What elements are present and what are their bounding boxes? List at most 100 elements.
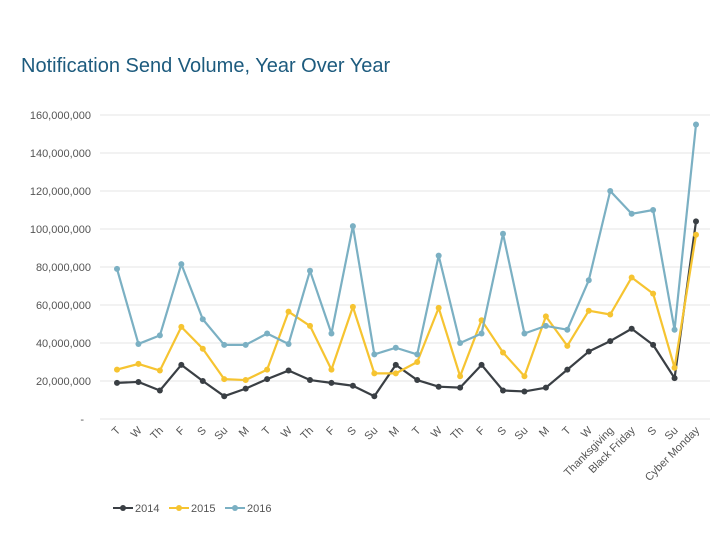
- data-point-2015: [242, 377, 249, 384]
- data-point-2014: [628, 325, 635, 332]
- x-tick-label: Su: [513, 425, 531, 443]
- x-tick-label: W: [579, 424, 595, 440]
- x-tick-label: Su: [212, 425, 230, 443]
- y-tick-label: 100,000,000: [30, 224, 91, 236]
- data-point-2014: [500, 387, 506, 394]
- x-tick-label: M: [537, 425, 552, 440]
- data-point-2014: [285, 367, 292, 374]
- data-point-2014: [371, 393, 378, 400]
- x-tick-label: F: [474, 424, 487, 437]
- data-point-2016: [328, 330, 335, 337]
- data-point-2015: [564, 342, 571, 349]
- data-point-2015: [414, 359, 421, 365]
- data-point-2015: [264, 366, 271, 373]
- data-point-2016: [285, 340, 292, 347]
- x-tick-label: W: [429, 424, 445, 440]
- data-point-2016: [500, 230, 506, 237]
- data-point-2015: [392, 370, 399, 377]
- data-point-2015: [371, 370, 378, 377]
- data-point-2016: [585, 277, 592, 284]
- data-point-2016: [628, 210, 635, 217]
- data-point-2014: [414, 377, 421, 384]
- data-point-2016: [521, 330, 528, 337]
- data-point-2016: [650, 207, 657, 213]
- data-point-2016: [457, 340, 464, 346]
- data-point-2014: [178, 361, 185, 368]
- data-point-2014: [199, 378, 206, 384]
- data-point-2014: [307, 377, 313, 384]
- data-point-2015: [156, 367, 163, 374]
- data-point-2014: [349, 382, 356, 389]
- x-tick-label: W: [279, 424, 295, 440]
- data-point-2014: [478, 361, 485, 368]
- data-point-2016: [199, 316, 206, 323]
- x-tick-label: S: [345, 425, 359, 439]
- data-point-2014: [693, 218, 699, 225]
- data-point-2014: [607, 338, 614, 345]
- data-point-2015: [307, 322, 313, 329]
- data-point-2015: [628, 274, 635, 281]
- series-line-2015: [116, 234, 698, 382]
- data-point-2016: [178, 261, 185, 268]
- legend-marker-2016: [232, 505, 238, 511]
- x-tick-label: Th: [449, 425, 467, 443]
- data-point-2015: [435, 304, 442, 311]
- data-point-2016: [478, 330, 485, 337]
- data-point-2016: [242, 341, 249, 348]
- data-point-2016: [371, 351, 378, 358]
- data-point-2016: [221, 341, 228, 348]
- legend-label-2014: 2014: [135, 503, 159, 515]
- series-line-2014: [116, 221, 698, 398]
- data-point-2016: [693, 121, 699, 128]
- x-tick-label: W: [129, 424, 145, 440]
- x-tick-label: F: [324, 424, 337, 437]
- data-point-2014: [328, 379, 335, 386]
- x-tick-label: T: [260, 424, 273, 437]
- data-point-2015: [607, 311, 614, 318]
- data-point-2015: [585, 307, 592, 314]
- data-point-2015: [521, 373, 528, 380]
- y-tick-label: 80,000,000: [36, 262, 91, 274]
- y-tick-label: 160,000,000: [30, 110, 91, 122]
- y-tick-label: 140,000,000: [30, 148, 91, 160]
- data-point-2014: [671, 375, 678, 382]
- data-point-2016: [307, 267, 313, 274]
- data-point-2014: [156, 387, 163, 394]
- series-line-2016: [115, 124, 698, 356]
- y-tick-label: -: [80, 414, 84, 426]
- data-point-2015: [671, 364, 678, 371]
- data-point-2016: [671, 326, 678, 333]
- data-point-2014: [542, 384, 549, 391]
- y-tick-label: 40,000,000: [36, 338, 91, 350]
- data-point-2014: [221, 393, 228, 400]
- data-point-2016: [542, 322, 549, 329]
- data-point-2014: [585, 348, 592, 355]
- data-point-2015: [650, 290, 657, 297]
- data-point-2016: [564, 326, 571, 333]
- data-point-2015: [542, 313, 549, 320]
- data-point-2016: [607, 188, 614, 194]
- data-point-2015: [199, 345, 206, 352]
- data-point-2016: [435, 252, 442, 259]
- x-tick-label: Su: [362, 425, 380, 443]
- data-point-2014: [435, 383, 442, 390]
- data-point-2016: [114, 265, 120, 272]
- data-point-2015: [114, 366, 120, 373]
- chart-title: Notification Send Volume, Year Over Year: [21, 55, 391, 77]
- data-point-2014: [564, 366, 571, 373]
- legend-marker-2015: [176, 505, 182, 511]
- x-tick-label: M: [387, 425, 402, 440]
- data-point-2015: [457, 373, 464, 380]
- x-tick-label: Th: [299, 425, 317, 443]
- y-tick-label: 120,000,000: [30, 186, 91, 198]
- data-point-2015: [349, 303, 356, 310]
- data-point-2015: [328, 366, 335, 373]
- x-tick-label: M: [237, 425, 252, 440]
- data-point-2015: [135, 360, 142, 367]
- data-point-2014: [114, 379, 120, 386]
- data-point-2014: [392, 361, 399, 368]
- y-tick-label: 20,000,000: [36, 376, 91, 388]
- data-point-2014: [242, 385, 249, 392]
- data-point-2016: [414, 351, 421, 358]
